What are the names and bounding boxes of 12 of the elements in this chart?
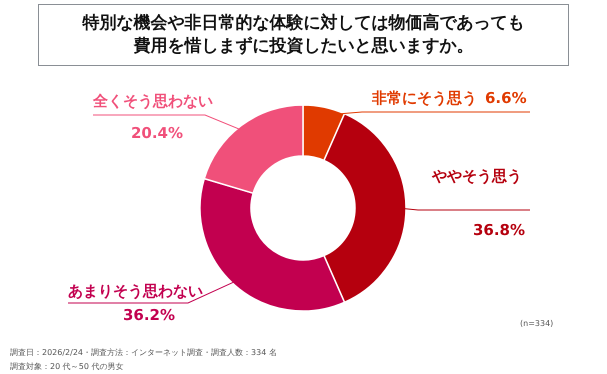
slice-label: 全くそう思わない: [92, 92, 213, 110]
slice-label: 非常にそう思う: [372, 89, 477, 107]
data-label: 36.2%: [122, 306, 175, 324]
text: 調査日：2026/2/24・調査方法：インターネット調査・調査人数：334 名: [10, 347, 277, 358]
data-label: 36.8%: [472, 221, 525, 239]
data-label: 6.6%: [485, 89, 527, 107]
slice-label: ややそう思う: [431, 167, 522, 185]
text: 調査対象：20 代～50 代の男女: [10, 361, 124, 372]
text: (n=334): [520, 319, 554, 328]
chart-title: 特別な機会や非日常的な体験に対しては物価高であっても費用を惜しまずに投資したいと思いますか。: [81, 12, 526, 58]
slice-label: あまりそう思わない: [68, 282, 203, 300]
data-label: 20.4%: [130, 124, 183, 142]
